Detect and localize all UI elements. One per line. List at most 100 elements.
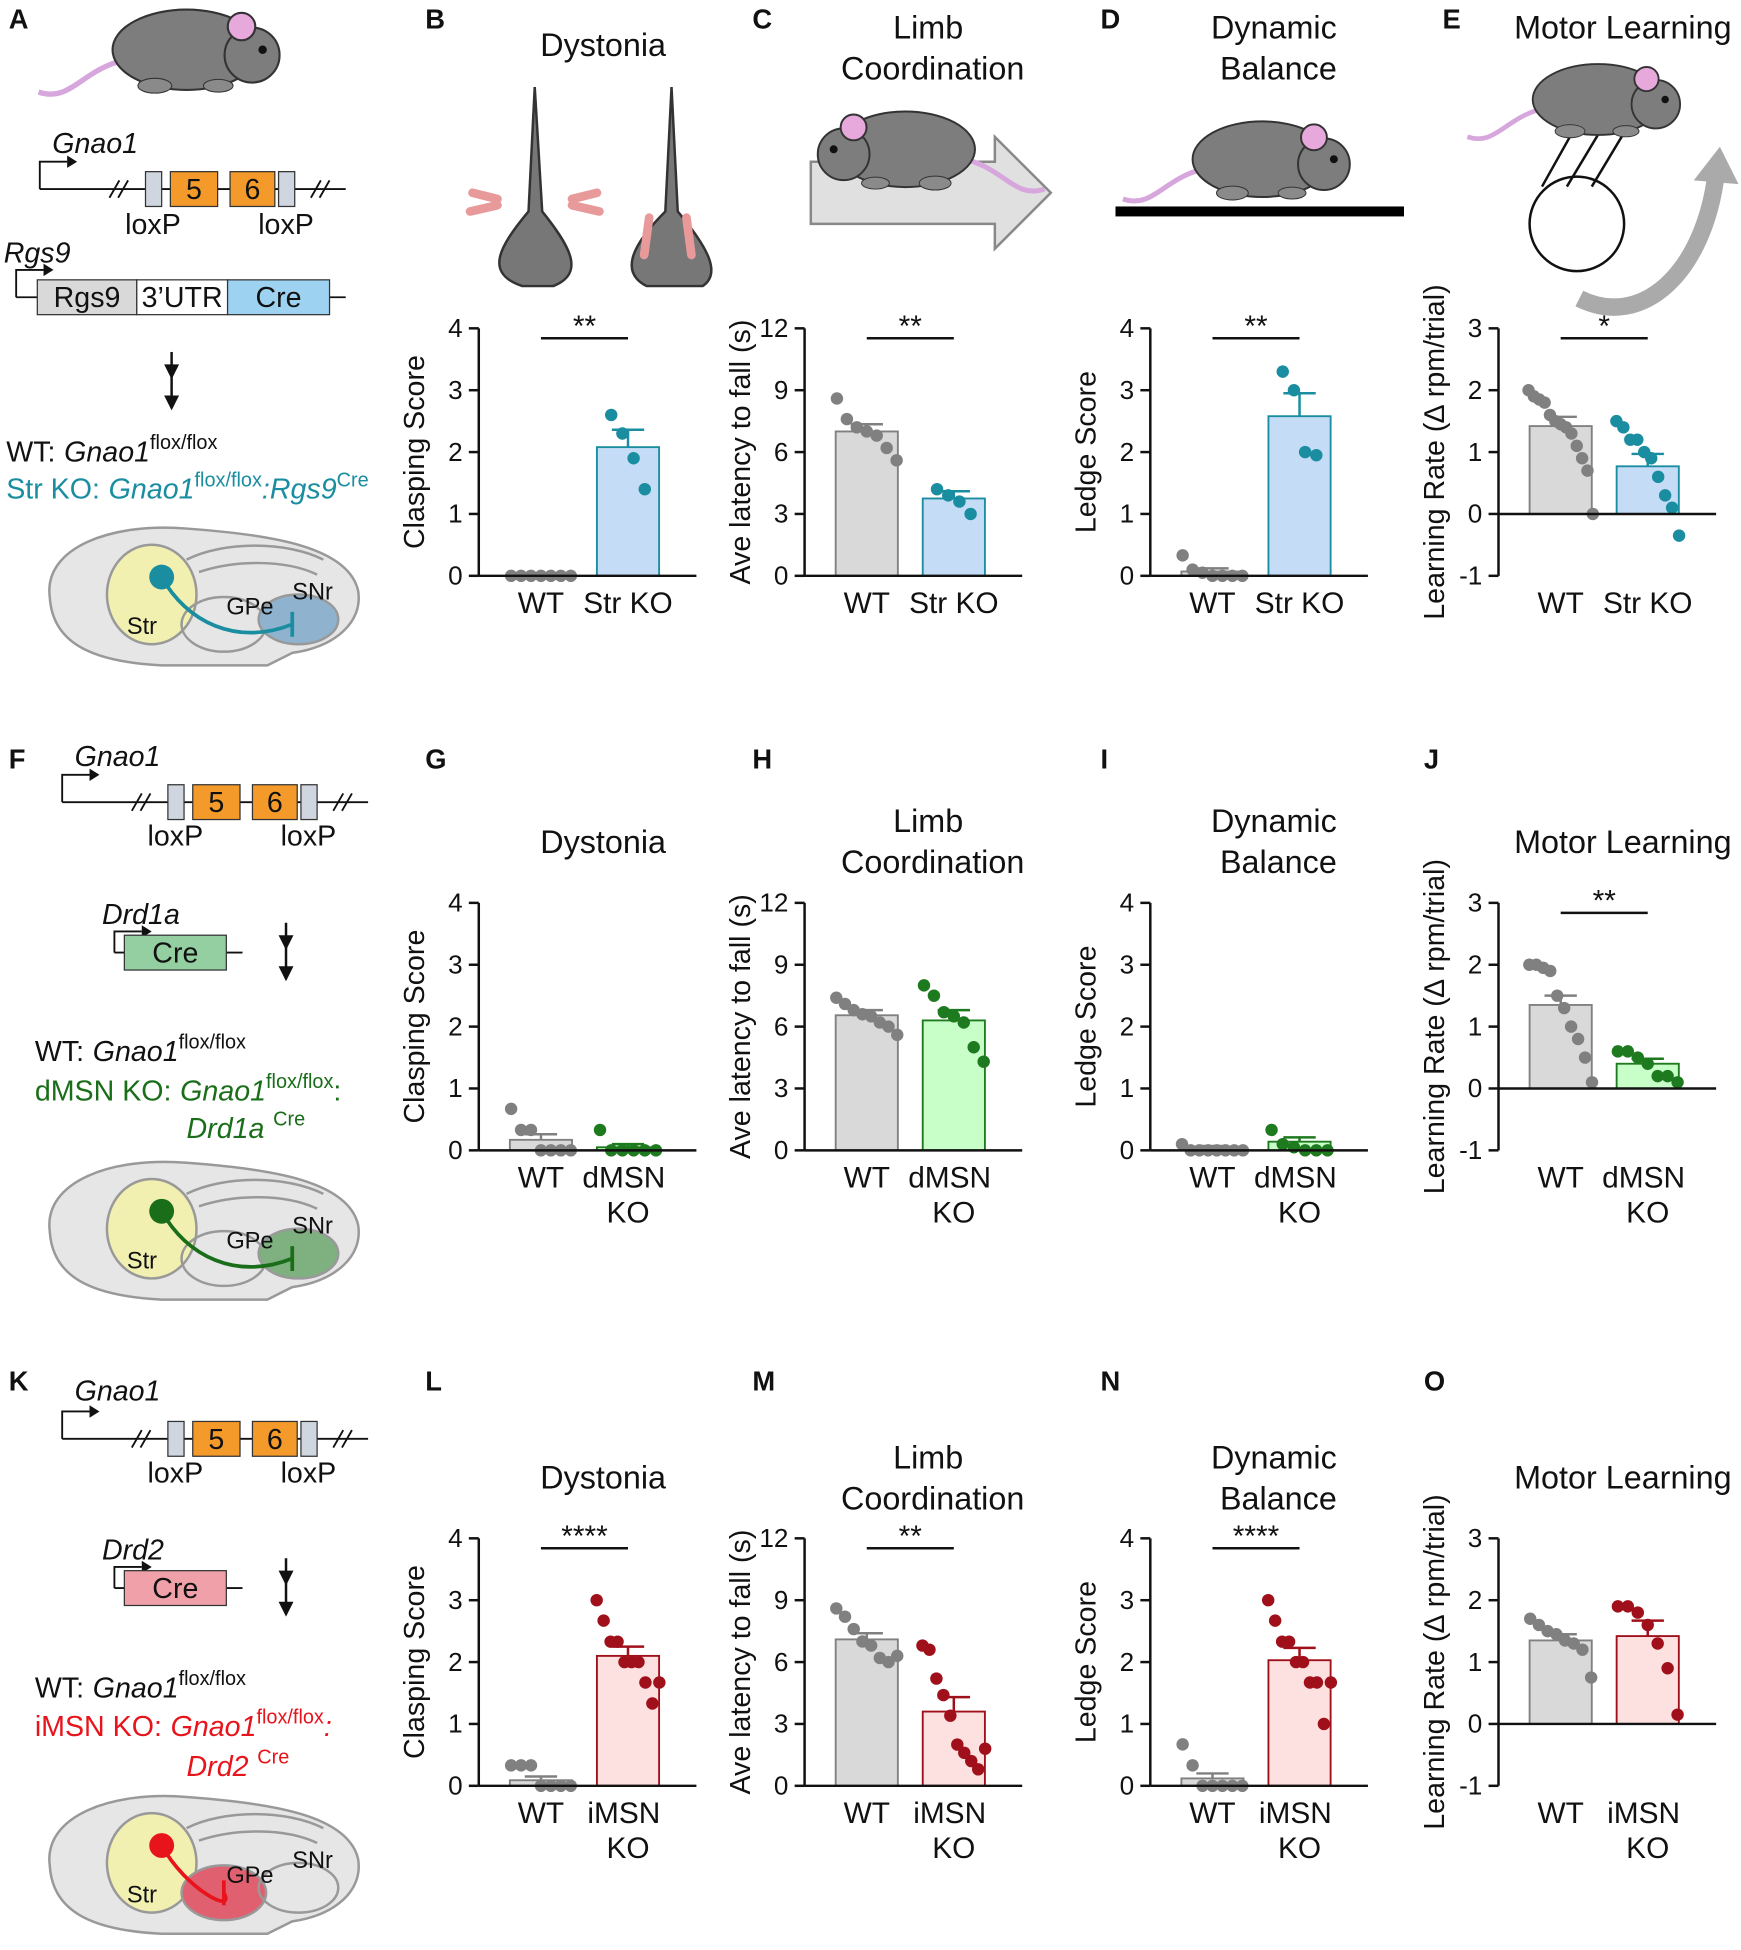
x-tick-label: WT [1537,587,1583,620]
panel-letter: B [425,4,445,35]
y-tick-label: 12 [759,888,788,918]
driver-box [123,934,227,971]
panel-letter: A [9,4,29,35]
data-point [830,991,843,1004]
driver-box-label: Cre [152,1573,198,1605]
driver-box [226,279,331,316]
gene-name: Gnao1 [75,1375,161,1407]
y-tick-label: 3 [1120,375,1135,405]
y-tick-label: 1 [1120,1073,1135,1103]
data-point [978,1742,992,1755]
x-tick-label: dMSN KO [582,1162,673,1230]
x-tick-label: WT [518,1797,564,1830]
loxp-box [277,171,296,208]
genotype-part: dMSN KO: [35,1076,172,1108]
y-tick-label: 3 [1468,313,1483,343]
y-tick-label: 0 [448,561,463,591]
data-point [597,1614,610,1627]
exon-box [169,171,219,208]
data-point [953,495,966,508]
chart-title: Dystonia [540,824,666,860]
data-point [1296,1655,1310,1669]
data-point [653,1676,666,1689]
exon-label: 6 [244,174,260,206]
bar [921,497,986,577]
y-tick-label: 0 [1468,499,1483,529]
x-tick-label: WT [518,1162,564,1195]
data-point [923,1643,936,1656]
y-tick-label: 3 [1468,888,1483,918]
y-tick-label: 2 [1468,375,1483,405]
neuron [149,1833,175,1858]
data-point [1268,1614,1282,1627]
data-point [930,1672,943,1685]
data-point [967,1041,980,1054]
y-tick-label: 4 [448,1523,463,1553]
y-tick-label: 3 [448,1585,463,1615]
y-tick-label: -1 [1459,561,1482,591]
panel-letter: O [1424,1365,1445,1396]
projection [160,1844,228,1906]
genotype-part: Gnao1 [93,1673,179,1705]
arrowhead [89,1405,100,1418]
genotype-part: WT: [35,1036,84,1068]
data-point [958,1746,971,1760]
data-point [611,1635,624,1648]
data-point [870,429,883,442]
data-point [504,1759,518,1772]
break-mark [108,179,331,199]
hindlimb-cartoon [498,87,573,288]
y-tick-label: 6 [774,1011,789,1041]
error-bar [611,1645,645,1656]
exon-box [192,784,241,821]
chart-title: Dystonia [540,1460,666,1496]
x-tick-label: Str KO [1603,587,1693,620]
data-point [1617,421,1630,434]
data-point [944,1709,957,1722]
mouse-tail [37,57,124,97]
mouse-cartoon [37,8,281,97]
y-tick-label: 2 [1468,949,1483,979]
exon-label: 5 [208,787,224,819]
data-point [840,412,854,426]
data-point [1578,1051,1592,1064]
loxp-label: loxP [258,209,314,241]
data-point [1276,365,1289,378]
data-point [1571,1032,1585,1046]
data-point [1310,448,1323,462]
y-tick-label: 0 [774,1135,789,1165]
genotype-line: dMSN KO: Gnao1flox/flox: [35,1071,342,1107]
y-tick-label: 4 [1120,888,1135,918]
y-tick-label: 6 [774,1647,789,1677]
data-point [616,427,629,440]
panel-letter: J [1424,744,1439,775]
data-point [1186,563,1199,576]
bar [834,1014,899,1152]
y-tick-label: 4 [1120,1523,1135,1553]
y-tick-label: 1 [1468,1647,1483,1677]
x-tick-label: dMSN KO [1254,1162,1345,1230]
exon-box [192,1420,241,1457]
y-tick-label: 2 [1120,1647,1135,1677]
data-point [1631,1606,1645,1619]
data-point [977,1055,990,1068]
bar [595,446,661,577]
data-point [1585,1076,1599,1089]
data-point [838,1610,852,1623]
data-point [1265,1123,1278,1137]
y-tick-label: 1 [1120,499,1135,529]
data-point [1175,1137,1189,1151]
mouse-tail [1466,106,1543,141]
data-point [1611,1045,1625,1058]
y-axis-label: Ave latency to fall (s) [725,320,757,585]
data-point [1661,1662,1674,1675]
gene-name: Gnao1 [75,741,161,773]
y-tick-label: 0 [774,1771,789,1801]
loxp-box [144,171,163,208]
data-point [891,1649,904,1663]
genotype-part: Cre [257,1746,289,1768]
data-point [1176,549,1189,562]
mouse-paw [861,176,890,190]
bar [921,1019,986,1152]
snr [257,1227,340,1280]
